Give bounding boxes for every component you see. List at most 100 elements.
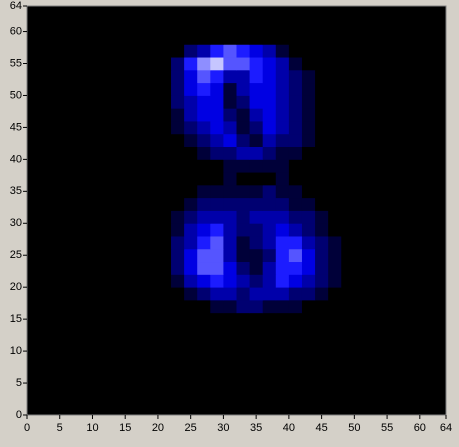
cell <box>432 376 447 390</box>
cell <box>184 69 198 84</box>
cell <box>249 376 264 390</box>
cell <box>131 312 146 326</box>
cell <box>367 18 381 32</box>
cell <box>354 363 368 378</box>
cell <box>432 402 447 416</box>
y-tick-label: 45 <box>10 121 22 133</box>
cell <box>66 351 80 365</box>
cell <box>27 69 41 84</box>
cell <box>210 236 224 250</box>
cell <box>105 312 120 326</box>
cell <box>210 31 224 45</box>
cell <box>419 44 434 58</box>
cell <box>92 121 106 135</box>
cell <box>367 248 381 263</box>
cell <box>157 210 172 224</box>
cell <box>40 274 54 288</box>
cell <box>105 172 120 186</box>
cell <box>341 274 355 288</box>
cell <box>27 57 41 71</box>
cell <box>288 389 303 403</box>
cell <box>341 236 355 250</box>
cell <box>184 261 198 275</box>
cell <box>354 236 368 250</box>
cell <box>367 133 381 147</box>
cell <box>419 363 434 378</box>
cell <box>367 261 381 275</box>
cell <box>315 338 329 352</box>
cell <box>27 363 41 378</box>
cell <box>301 402 316 416</box>
cell <box>380 312 395 326</box>
cell <box>354 376 368 390</box>
cell <box>105 248 120 263</box>
cell <box>210 197 224 211</box>
cell <box>393 312 408 326</box>
cell <box>105 69 120 84</box>
cell <box>27 121 41 135</box>
cell <box>79 325 93 339</box>
cell <box>419 338 434 352</box>
cell <box>275 274 290 288</box>
cell <box>301 274 316 288</box>
cell <box>79 6 93 20</box>
cell <box>184 82 198 96</box>
cell <box>432 184 447 199</box>
cell <box>171 338 185 352</box>
cell <box>328 159 342 173</box>
cell <box>66 402 80 416</box>
cell <box>66 82 80 96</box>
cell <box>118 6 133 20</box>
cell <box>315 44 329 58</box>
cell <box>53 389 67 403</box>
cell <box>406 82 421 96</box>
cell <box>118 146 133 160</box>
cell <box>210 376 224 390</box>
cell <box>197 363 211 378</box>
cell <box>66 121 80 135</box>
cell <box>275 402 290 416</box>
cell <box>66 146 80 160</box>
cell <box>432 82 447 96</box>
cell <box>157 389 172 403</box>
cell <box>328 274 342 288</box>
cell <box>288 57 303 71</box>
cell <box>171 351 185 365</box>
cell <box>105 121 120 135</box>
cell <box>249 261 264 275</box>
cell <box>223 121 237 135</box>
cell <box>236 44 250 58</box>
cell <box>341 402 355 416</box>
cell <box>249 57 264 71</box>
cell <box>393 159 408 173</box>
cell <box>301 121 316 135</box>
cell <box>301 57 316 71</box>
cell <box>197 82 211 96</box>
cell <box>157 121 172 135</box>
cell <box>236 146 250 160</box>
cell <box>288 18 303 32</box>
cell <box>40 248 54 263</box>
cell <box>249 287 264 301</box>
cell <box>66 44 80 58</box>
cell <box>92 274 106 288</box>
cell <box>367 121 381 135</box>
cell <box>262 274 277 288</box>
cell <box>341 18 355 32</box>
cell <box>157 69 172 84</box>
cell <box>301 287 316 301</box>
cell <box>288 402 303 416</box>
cell <box>249 402 264 416</box>
cell <box>288 69 303 84</box>
cell <box>288 44 303 58</box>
cell <box>131 133 146 147</box>
x-tick-label: 30 <box>217 422 229 434</box>
cell <box>184 31 198 45</box>
cell <box>262 44 277 58</box>
cell <box>197 44 211 58</box>
cell <box>393 363 408 378</box>
cell <box>367 338 381 352</box>
cell <box>354 159 368 173</box>
cell <box>53 287 67 301</box>
cell <box>262 402 277 416</box>
